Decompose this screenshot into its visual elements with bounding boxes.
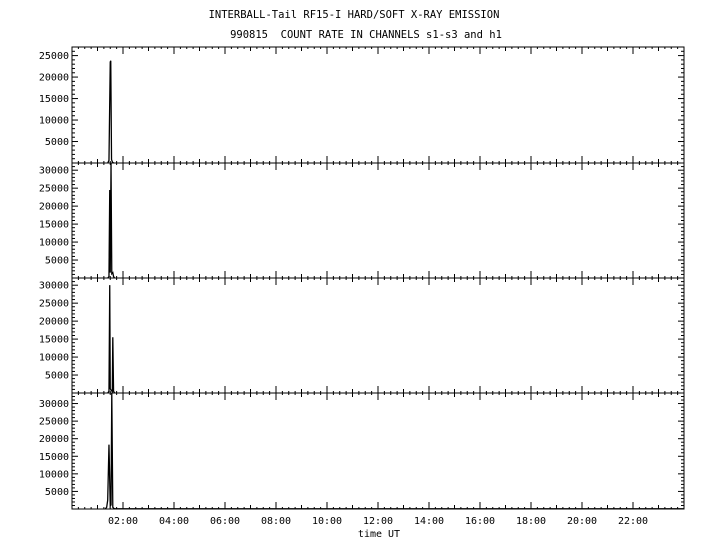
panel-1-series-line: [107, 60, 115, 164]
y-tick-label: 30000: [39, 281, 69, 292]
y-tick-label: 5000: [45, 256, 69, 267]
y-tick-label: 25000: [39, 299, 69, 310]
x-tick-label: 06:00: [210, 516, 240, 527]
y-tick-label: 25000: [39, 184, 69, 195]
y-tick-label: 25000: [39, 51, 69, 62]
x-tick-label: 12:00: [363, 516, 393, 527]
x-tick-label: 18:00: [516, 516, 546, 527]
y-tick-label: 15000: [39, 94, 69, 105]
x-tick-label: 02:00: [108, 516, 138, 527]
panel-1-frame: [71, 46, 685, 164]
y-tick-label: 15000: [39, 220, 69, 231]
x-tick-label: 10:00: [312, 516, 342, 527]
x-axis-label: time UT: [358, 529, 400, 540]
y-tick-label: 5000: [45, 487, 69, 498]
chart-title: INTERBALL-Tail RF15-I HARD/SOFT X-RAY EM…: [208, 9, 500, 21]
x-tick-label: 20:00: [567, 516, 597, 527]
x-tick-label: 14:00: [414, 516, 444, 527]
y-tick-label: 10000: [39, 238, 69, 249]
panel-3-frame: [71, 277, 685, 394]
y-tick-label: 20000: [39, 202, 69, 213]
x-tick-label: 22:00: [618, 516, 648, 527]
y-tick-label: 30000: [39, 166, 69, 177]
y-tick-label: 15000: [39, 452, 69, 463]
panel-2-series-line: [107, 162, 116, 279]
y-tick-label: 10000: [39, 116, 69, 127]
x-tick-label: 04:00: [159, 516, 189, 527]
y-tick-label: 30000: [39, 399, 69, 410]
y-tick-label: 5000: [45, 137, 69, 148]
y-tick-label: 20000: [39, 73, 69, 84]
y-tick-label: 10000: [39, 469, 69, 480]
x-tick-label: 16:00: [465, 516, 495, 527]
panel-3-series-line: [107, 285, 116, 394]
x-tick-label: 08:00: [261, 516, 291, 527]
panel-2-frame: [71, 162, 685, 279]
y-tick-label: 20000: [39, 317, 69, 328]
y-tick-label: 20000: [39, 434, 69, 445]
y-tick-label: 15000: [39, 335, 69, 346]
panel-4-series-line: [104, 392, 684, 510]
chart-subtitle: 990815 COUNT RATE IN CHANNELS s1-s3 and …: [230, 29, 502, 41]
y-tick-label: 10000: [39, 353, 69, 364]
y-tick-label: 5000: [45, 371, 69, 382]
panel-4-frame: [71, 392, 685, 510]
y-tick-label: 25000: [39, 417, 69, 428]
